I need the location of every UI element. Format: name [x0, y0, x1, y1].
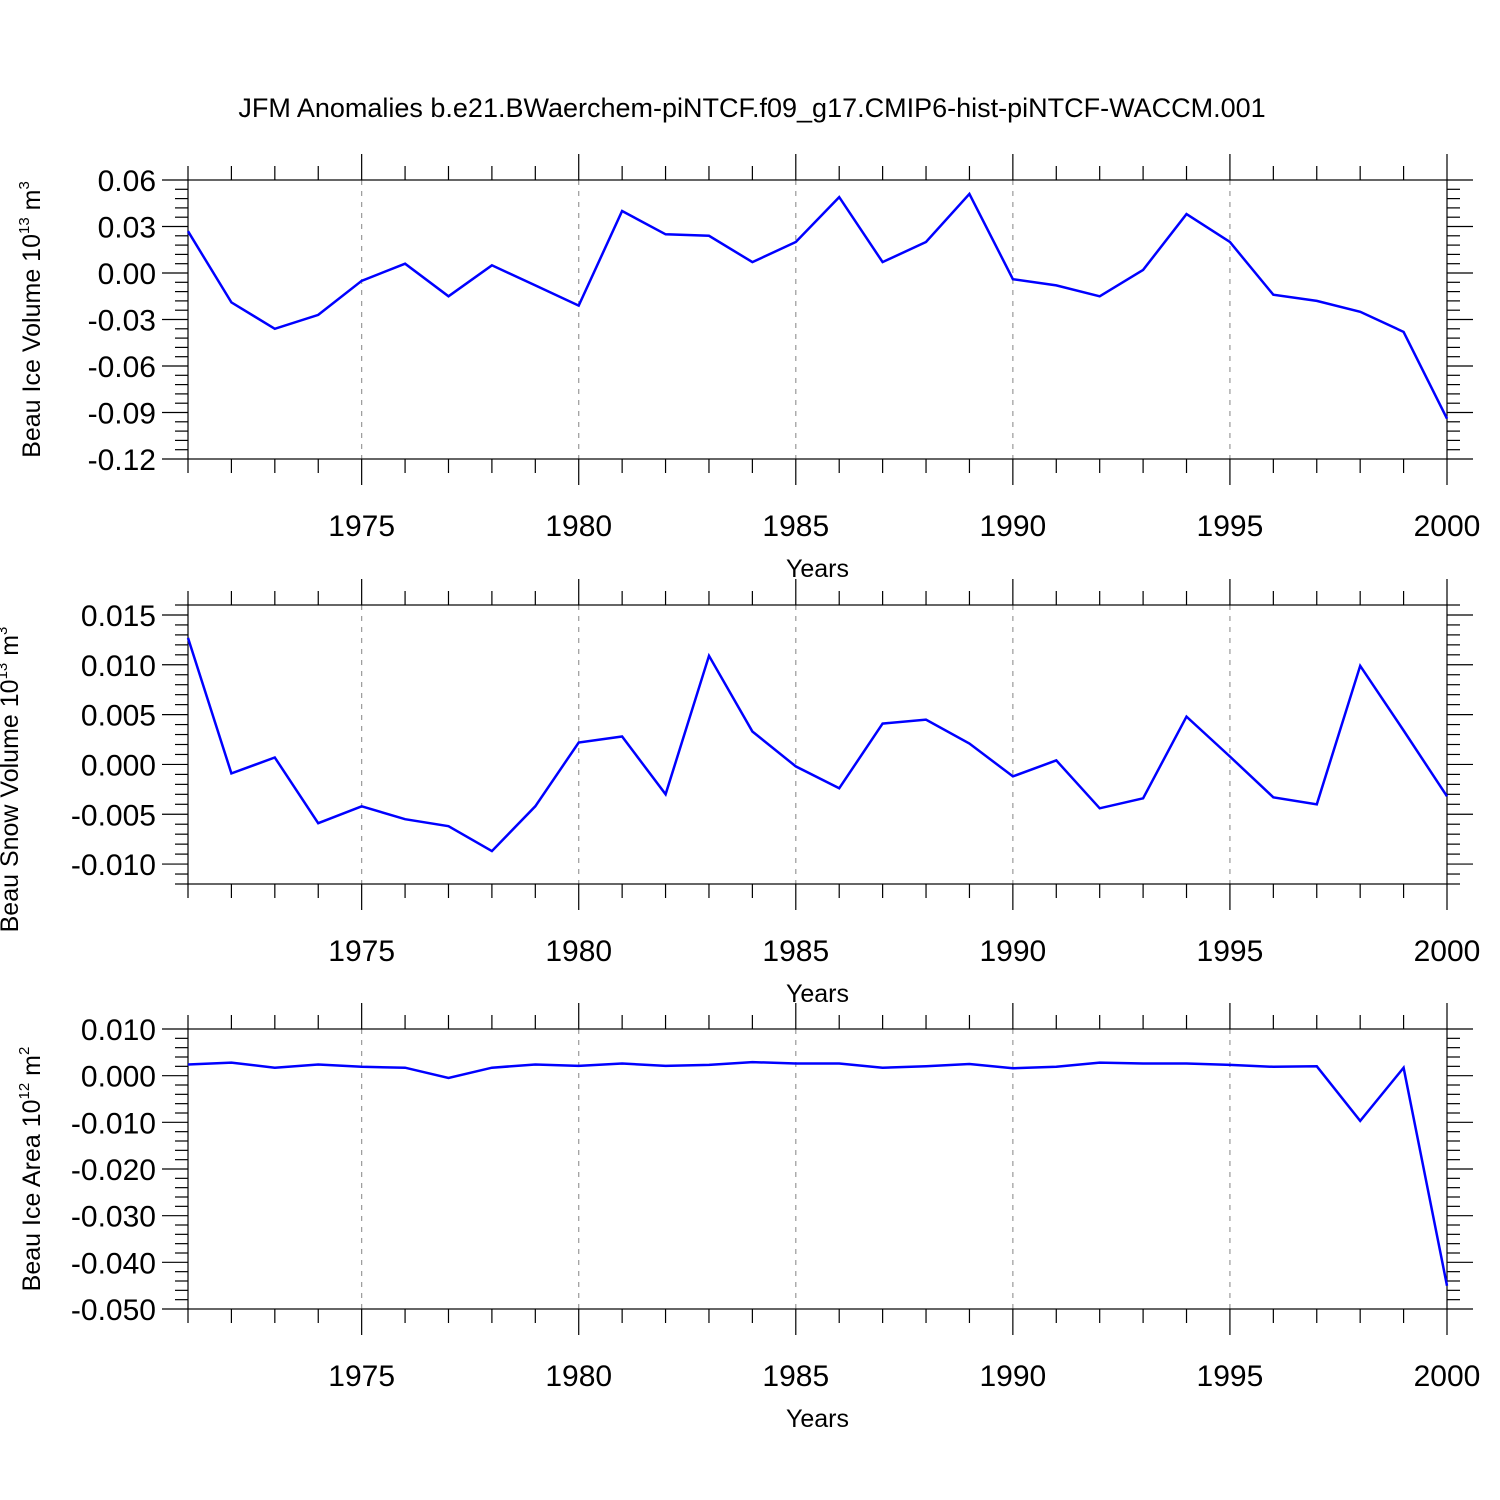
x-tick-label: 1975	[328, 1360, 395, 1393]
y-tick-label: -0.12	[88, 444, 156, 477]
x-tick-label: 1995	[1197, 510, 1264, 543]
panel-ice-area: -0.050 -0.040 -0.030 -0.020 -0.010 0.000 0.010…	[16, 1003, 1480, 1433]
x-tick-label: 2000	[1414, 935, 1481, 968]
y-tick-label: 0.06	[98, 165, 156, 198]
x-axis-label: Years	[786, 1405, 849, 1433]
x-tick-label: 1990	[979, 510, 1046, 543]
x-tick-label: 1975	[328, 510, 395, 543]
y-tick-label: 0.005	[81, 700, 156, 733]
y-tick-label: 0.010	[81, 650, 156, 683]
y-tick-label: -0.010	[71, 849, 156, 882]
y-tick-label: 0.010	[81, 1014, 156, 1047]
y-tick-label: -0.050	[71, 1294, 156, 1327]
x-tick-label: 1990	[979, 1360, 1046, 1393]
y-tick-label: -0.030	[71, 1201, 156, 1234]
x-tick-label: 1980	[545, 510, 612, 543]
y-tick-label: -0.06	[88, 351, 156, 384]
y-tick-label: -0.03	[88, 305, 156, 338]
series-line	[187, 1060, 1449, 1286]
x-tick-label: 1975	[328, 935, 395, 968]
y-tick-label: -0.010	[71, 1107, 156, 1140]
x-tick-label: 1985	[762, 510, 829, 543]
series-line	[186, 191, 1449, 420]
x-tick-label: 1980	[545, 1360, 612, 1393]
y-axis-label: Beau Snow Volume 1013 m3	[0, 627, 24, 933]
y-tick-label: -0.040	[71, 1247, 156, 1280]
plot-frame	[187, 1028, 1448, 1310]
plot-frame	[187, 604, 1448, 885]
x-tick-label: 1985	[762, 935, 829, 968]
x-tick-label: 1990	[979, 935, 1046, 968]
x-axis-label: Years	[786, 980, 849, 1008]
y-tick-label: -0.020	[71, 1154, 156, 1187]
y-tick-label: 0.015	[81, 600, 156, 633]
y-axis-label: Beau Ice Volume 1013 m3	[16, 181, 46, 458]
y-axis-label: Beau Ice Area 1012 m2	[16, 1047, 46, 1292]
chart-title: JFM Anomalies b.e21.BWaerchem-piNTCF.f09…	[238, 93, 1265, 123]
x-tick-label: 1995	[1197, 1360, 1264, 1393]
x-tick-label: 1995	[1197, 935, 1264, 968]
y-tick-label: 0.00	[98, 258, 156, 291]
y-tick-label: 0.03	[98, 212, 156, 245]
x-tick-label: 2000	[1414, 1360, 1481, 1393]
x-axis-label: Years	[786, 555, 849, 583]
y-tick-label: 0.000	[81, 749, 156, 782]
series-line	[186, 637, 1449, 853]
x-tick-label: 1980	[545, 935, 612, 968]
x-tick-label: 2000	[1414, 510, 1481, 543]
panel-ice-volume: -0.12 -0.09 -0.06 -0.03 0.00 0.03 0.06 1975 1980…	[16, 154, 1480, 583]
y-tick-label: -0.005	[71, 799, 156, 832]
y-tick-label: 0.000	[81, 1061, 156, 1094]
x-tick-label: 1985	[762, 1360, 829, 1393]
panel-snow-volume: -0.010 -0.005 0.000 0.005 0.010 0.015 1975 1980…	[0, 579, 1480, 1008]
plot-frame	[187, 179, 1448, 460]
y-tick-label: -0.09	[88, 398, 156, 431]
